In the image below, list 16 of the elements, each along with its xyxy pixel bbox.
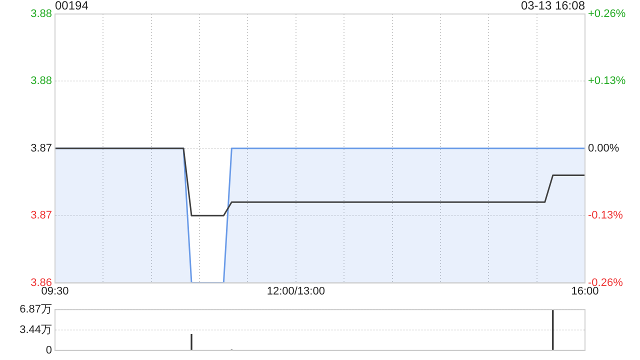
y2-tick-label: +0.26%: [588, 8, 626, 20]
y-tick-label: 3.87: [30, 210, 52, 222]
x-tick-label: 16:00: [571, 285, 599, 298]
y2-tick-label: +0.13%: [588, 75, 626, 88]
text: 03-13 16:08: [520, 0, 586, 12]
chart-title: 00194: [55, 0, 89, 12]
y2-tick-label: -0.13%: [588, 210, 624, 222]
y-tick-label: 3.87: [30, 142, 52, 154]
y-tick-label: 6.87万: [20, 304, 52, 316]
x-tick-label: 12:00/13:00: [266, 285, 325, 298]
x-tick-label: 09:30: [41, 285, 69, 298]
y-tick-label: 3.88: [30, 75, 52, 88]
y-tick-label: 3.88: [30, 8, 52, 20]
y2-tick-label: 0.00%: [588, 142, 620, 154]
y-tick-label: 0: [46, 344, 52, 356]
y-tick-label: 3.44万: [20, 324, 52, 336]
